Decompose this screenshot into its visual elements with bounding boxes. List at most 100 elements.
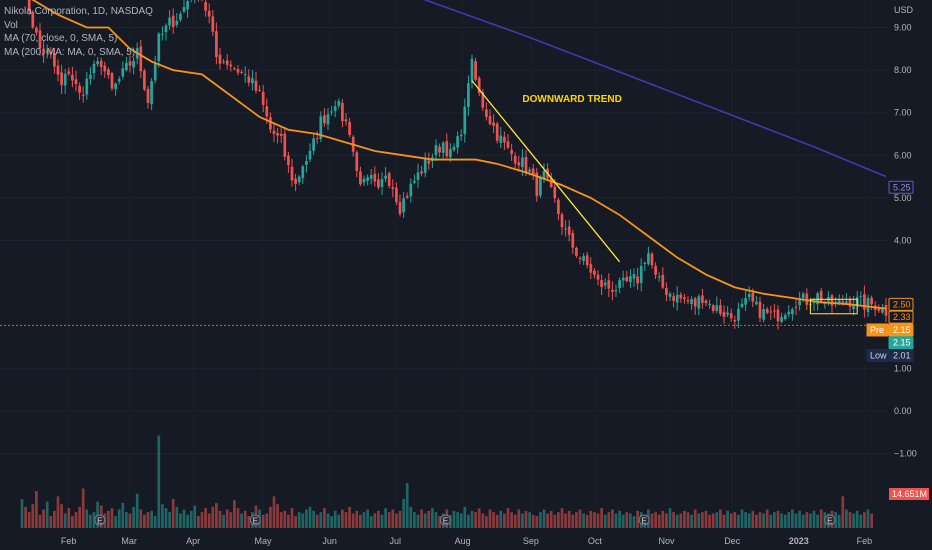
candle xyxy=(49,47,53,59)
candle-body xyxy=(413,181,416,183)
earnings-icon-circle xyxy=(439,514,451,526)
volume-bar xyxy=(211,506,215,528)
candle-body xyxy=(445,141,449,157)
candle xyxy=(121,61,125,80)
earnings-icon: E xyxy=(94,514,106,526)
candle xyxy=(715,296,719,314)
candle xyxy=(672,292,675,308)
candle-body xyxy=(747,294,751,297)
candle-body xyxy=(218,54,222,64)
volume-bar xyxy=(765,509,769,528)
volume-bar xyxy=(693,509,697,528)
candle-body xyxy=(434,145,438,155)
candle-body xyxy=(884,304,888,316)
candle-body xyxy=(708,303,711,305)
volume-bar xyxy=(420,509,423,528)
candle xyxy=(323,108,326,127)
volume-bar xyxy=(816,514,819,528)
time-tick: Apr xyxy=(186,536,200,546)
volume-bar xyxy=(24,506,27,528)
candle xyxy=(423,152,427,178)
candle xyxy=(362,175,366,186)
candle-body xyxy=(794,306,798,308)
candle xyxy=(110,71,114,91)
candle xyxy=(733,315,737,329)
candle-body xyxy=(614,290,618,292)
candle xyxy=(600,274,603,295)
candle-body xyxy=(686,300,690,302)
candle-body xyxy=(164,25,168,33)
candle xyxy=(492,114,495,134)
candle-body xyxy=(744,298,747,305)
volume-bar xyxy=(531,514,535,528)
candle-body xyxy=(618,280,621,289)
candle-body xyxy=(830,295,834,306)
candle xyxy=(571,229,575,255)
candle-body xyxy=(251,78,254,84)
candle-body xyxy=(625,276,629,282)
candle xyxy=(481,89,485,112)
candle xyxy=(567,220,571,242)
candle-body xyxy=(503,136,506,143)
candle-body xyxy=(665,287,668,295)
candle xyxy=(629,269,632,288)
candle xyxy=(434,139,438,161)
legend-volume[interactable]: Vol xyxy=(4,19,18,31)
volume-bar xyxy=(326,513,330,528)
candle xyxy=(251,69,254,91)
candle-body xyxy=(398,201,402,214)
candle xyxy=(294,173,297,192)
volume-bar xyxy=(200,512,204,528)
candle xyxy=(258,85,261,92)
candle xyxy=(557,197,560,221)
volume-bar xyxy=(107,510,110,528)
candle xyxy=(150,78,153,111)
volume-bar xyxy=(567,510,571,528)
volume-bar xyxy=(510,512,513,528)
volume-bar xyxy=(488,509,492,528)
volume-bar xyxy=(521,513,524,528)
candle xyxy=(575,246,578,259)
time-tick: Aug xyxy=(455,536,471,546)
candle xyxy=(625,270,629,283)
volume-bar xyxy=(168,512,171,528)
candle-body xyxy=(859,295,863,297)
legend-symbol[interactable]: Nikola Corporation, 1D, NASDAQ xyxy=(4,6,153,17)
candle xyxy=(884,298,888,323)
candle-body xyxy=(312,138,315,151)
candle-body xyxy=(463,106,467,135)
candle xyxy=(348,117,351,138)
candle-body xyxy=(805,293,809,305)
candle-body xyxy=(125,62,128,71)
price-tag-value: 5.25 xyxy=(893,182,911,192)
candle xyxy=(211,9,215,37)
earnings-icon-glyph: E xyxy=(97,517,102,526)
candle xyxy=(107,67,110,79)
candle xyxy=(535,167,539,202)
volume-bar xyxy=(837,514,841,528)
time-tick: Feb xyxy=(61,536,77,546)
candle-body xyxy=(636,276,639,284)
price-tick: 0.00 xyxy=(894,406,912,416)
candle-body xyxy=(258,89,261,91)
candle-body xyxy=(254,80,258,91)
volume-bar xyxy=(470,510,474,528)
volume-bar xyxy=(859,514,863,528)
candle xyxy=(819,287,823,304)
volume-bar xyxy=(600,508,603,528)
legend-ma200[interactable]: MA (200, MA: MA, 0, SMA, 5) xyxy=(4,46,136,58)
candle-body xyxy=(632,274,636,279)
volume-bar xyxy=(222,514,225,528)
volume-bar xyxy=(863,512,866,528)
volume-bar xyxy=(81,488,85,528)
candle-body xyxy=(837,300,841,304)
candle-body xyxy=(49,51,53,54)
volume-bar xyxy=(542,509,546,528)
chart-grid xyxy=(0,27,888,454)
volume-bar xyxy=(171,498,175,528)
candle-body xyxy=(524,156,528,174)
legend-ma70[interactable]: MA (70, close, 0, SMA, 5) xyxy=(4,33,118,44)
candle xyxy=(261,84,265,113)
candle xyxy=(254,71,258,94)
